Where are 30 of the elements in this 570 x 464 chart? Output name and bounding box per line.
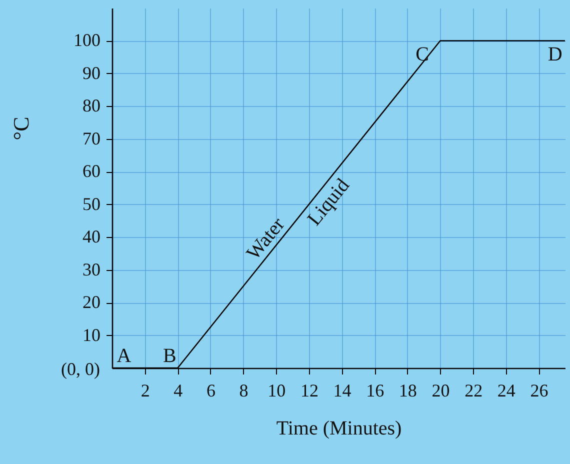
y-tick-label: 80 xyxy=(82,96,100,116)
y-tick-label: 50 xyxy=(82,194,100,214)
x-tick-label: 4 xyxy=(174,380,183,400)
x-tick-label: 12 xyxy=(300,380,318,400)
annotation: D xyxy=(548,44,562,66)
x-tick-label: 18 xyxy=(398,380,417,400)
x-tick-label: 22 xyxy=(464,380,483,400)
y-axis-title: °C xyxy=(8,116,34,140)
x-tick-label: 24 xyxy=(497,380,516,400)
y-tick-label: 10 xyxy=(82,324,100,345)
y-tick-label: 40 xyxy=(82,226,100,247)
y-tick-label: 100 xyxy=(74,30,100,50)
x-axis-title: Time (Minutes) xyxy=(276,418,402,440)
x-tick-label: 20 xyxy=(432,380,450,400)
x-tick-label: 26 xyxy=(530,380,548,400)
x-tick-label: 6 xyxy=(206,380,216,400)
x-tick-label: 10 xyxy=(268,380,286,400)
x-tick-label: 14 xyxy=(333,380,352,400)
y-tick-label: 60 xyxy=(82,161,100,182)
x-tick-label: 16 xyxy=(366,380,384,400)
x-tick-label: 2 xyxy=(140,380,150,400)
y-tick-label: 90 xyxy=(82,62,100,83)
annotation: B xyxy=(162,345,176,367)
text: (0, 0) xyxy=(61,359,100,379)
annotation: C xyxy=(416,44,429,66)
y-tick-label: 70 xyxy=(82,128,100,148)
annotation: A xyxy=(116,345,132,367)
x-tick-label: 8 xyxy=(239,380,248,400)
y-tick-label: 20 xyxy=(82,292,100,312)
y-tick-label: 30 xyxy=(82,259,100,280)
